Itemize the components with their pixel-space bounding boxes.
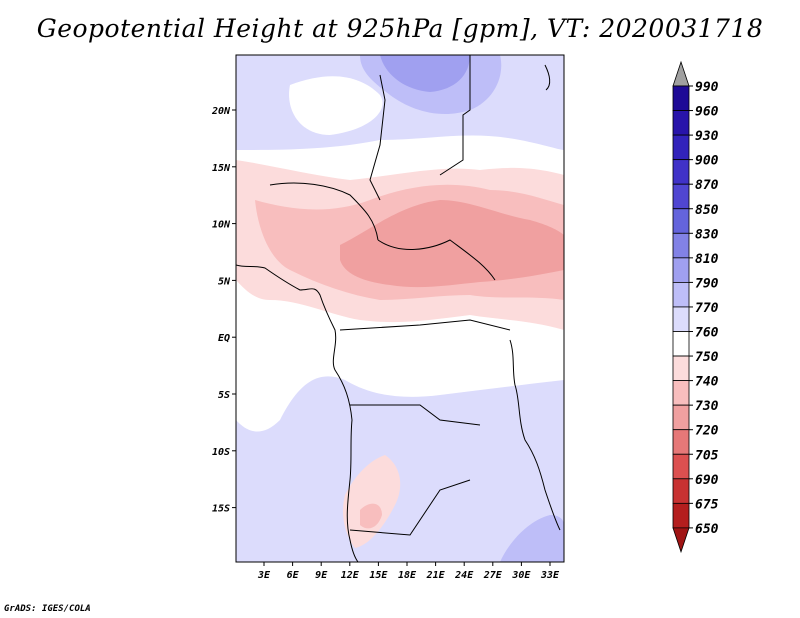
colorbar-label: 770 bbox=[695, 301, 719, 316]
colorbar-swatch bbox=[672, 281, 690, 308]
x-tick-label: 30E bbox=[511, 570, 531, 581]
colorbar-swatch bbox=[672, 355, 690, 381]
x-axis: 3E 6E 9E 12E 15E 18E 21E 24E 27E 30E 33E bbox=[257, 562, 560, 581]
y-axis: 20N 15N 10N 5N EQ 5S 10S 15S bbox=[211, 106, 236, 515]
colorbar-swatch bbox=[672, 331, 690, 357]
colorbar-swatch bbox=[672, 183, 690, 210]
coast-red-sea bbox=[544, 64, 551, 91]
colorbar-swatch bbox=[672, 159, 690, 185]
colorbar-swatch bbox=[672, 306, 690, 332]
coastline bbox=[236, 55, 561, 562]
y-tick-label: 10S bbox=[212, 447, 230, 458]
colorbar-swatch bbox=[672, 232, 690, 259]
field-810-north bbox=[380, 55, 470, 92]
colorbar-swatch bbox=[672, 208, 690, 234]
y-tick-label: EQ bbox=[218, 333, 230, 344]
height-field bbox=[236, 55, 564, 562]
colorbar-label: 790 bbox=[695, 276, 719, 291]
x-tick-label: 24E bbox=[454, 570, 474, 581]
colorbar-label: 720 bbox=[695, 424, 719, 439]
colorbar-swatch bbox=[672, 85, 690, 111]
colorbar-swatch bbox=[672, 502, 690, 529]
y-tick-label: 20N bbox=[211, 106, 231, 117]
y-tick-label: 5S bbox=[218, 390, 230, 401]
border-car bbox=[377, 239, 496, 281]
colorbar-swatch bbox=[672, 429, 690, 455]
y-tick-label: 15S bbox=[212, 504, 230, 515]
colorbar-label: 705 bbox=[695, 448, 719, 463]
border-namibia bbox=[349, 479, 471, 536]
colorbar-swatch bbox=[672, 380, 690, 406]
field-750-south bbox=[343, 455, 401, 548]
field-790-southeast bbox=[500, 515, 564, 562]
colorbar-label: 960 bbox=[695, 105, 719, 120]
colorbar-swatch bbox=[672, 110, 690, 136]
x-tick-label: 15E bbox=[369, 570, 388, 581]
colorbar-label: 810 bbox=[695, 252, 719, 267]
west-coast bbox=[236, 264, 359, 562]
border-niger-chad bbox=[369, 74, 386, 201]
map-frame bbox=[235, 54, 565, 563]
colorbar-label: 690 bbox=[695, 473, 719, 488]
field-760-north bbox=[289, 76, 383, 135]
colorbar-swatch bbox=[672, 404, 690, 431]
colorbar-swatch bbox=[672, 257, 690, 283]
colorbar-swatch bbox=[672, 134, 690, 161]
colorbar-label: 760 bbox=[695, 326, 719, 341]
colorbar-swatch bbox=[672, 478, 690, 504]
x-tick-label: 9E bbox=[315, 570, 328, 581]
x-tick-label: 33E bbox=[540, 570, 560, 581]
field-740-south bbox=[360, 503, 382, 529]
x-tick-label: 18E bbox=[398, 570, 417, 581]
y-tick-label: 15N bbox=[212, 163, 231, 174]
colorbar-label: 990 bbox=[695, 80, 719, 95]
x-tick-label: 3E bbox=[257, 570, 271, 581]
border-libya-egypt bbox=[439, 55, 471, 176]
colorbar-bottom-arrow bbox=[672, 527, 690, 554]
border-equatorial bbox=[339, 319, 511, 331]
border-angola-drc bbox=[350, 404, 481, 426]
x-tick-label: 12E bbox=[341, 570, 360, 581]
colorbar-label: 675 bbox=[695, 497, 719, 512]
colorbar-label: 870 bbox=[695, 178, 719, 193]
x-tick-label: 21E bbox=[426, 570, 446, 581]
colorbar-label: 750 bbox=[695, 350, 719, 365]
colorbar-label: 900 bbox=[695, 154, 719, 169]
colorbar-label: 650 bbox=[695, 522, 719, 537]
colorbar-label: 730 bbox=[695, 399, 719, 414]
y-tick-label: 10N bbox=[212, 220, 231, 231]
border-sahel bbox=[269, 182, 379, 241]
y-tick-label: 5N bbox=[218, 276, 231, 287]
map-title: Geopotential Height at 925hPa [gpm], VT:… bbox=[36, 14, 764, 43]
colorbar-label: 850 bbox=[695, 203, 719, 218]
colorbar-label: 830 bbox=[695, 227, 719, 242]
colorbar: 990 960 930 900 870 850 830 810 790 770 760 750 740 7… bbox=[672, 60, 719, 554]
colorbar-label: 740 bbox=[695, 375, 719, 390]
colorbar-label: 930 bbox=[695, 129, 719, 144]
footer-credit: GrADS: IGES/COLA bbox=[4, 604, 91, 614]
east-coast bbox=[509, 339, 561, 531]
field-730 bbox=[340, 200, 564, 288]
x-tick-label: 6E bbox=[287, 570, 300, 581]
colorbar-swatch bbox=[672, 453, 690, 480]
colorbar-top-arrow bbox=[672, 60, 690, 87]
x-tick-label: 27E bbox=[483, 570, 503, 581]
